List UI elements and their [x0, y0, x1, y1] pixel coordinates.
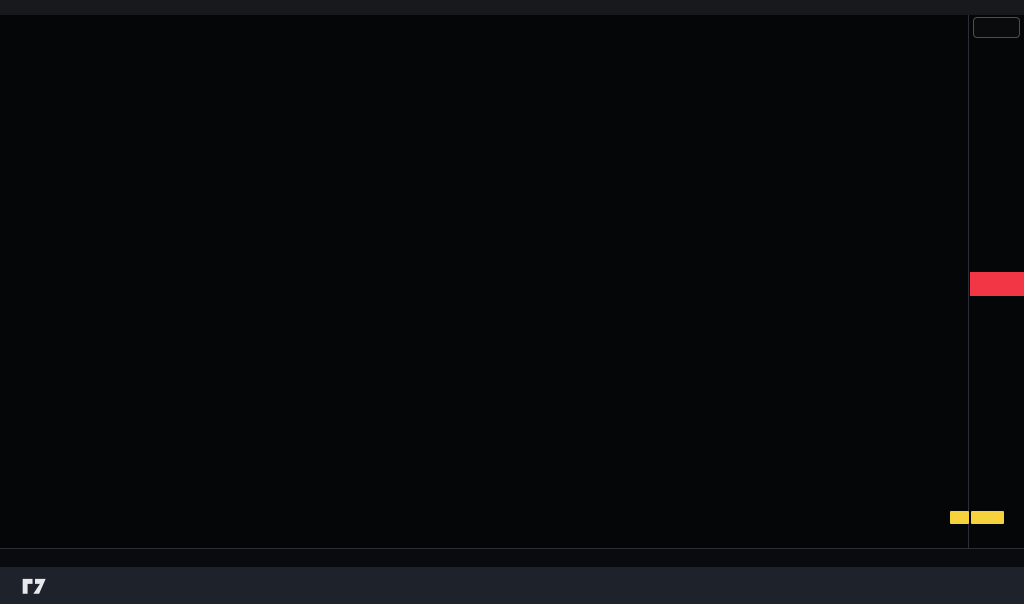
- price-axis[interactable]: [968, 15, 1024, 548]
- rsi-axis-value: [971, 511, 1004, 524]
- currency-toggle-button[interactable]: [973, 17, 1020, 38]
- symbol-info-row: [33, 21, 77, 35]
- last-price-label: [970, 272, 1024, 296]
- attribution-bar: [0, 0, 1024, 15]
- footer-bar: [0, 567, 1024, 604]
- rsi-indicator-title[interactable]: [33, 475, 39, 486]
- rsi-axis-tag: [950, 511, 969, 524]
- tradingview-brand-link[interactable]: [20, 574, 58, 597]
- tradingview-logo-icon: [22, 578, 46, 594]
- price-chart-canvas[interactable]: [0, 0, 968, 548]
- time-axis[interactable]: [0, 548, 1024, 568]
